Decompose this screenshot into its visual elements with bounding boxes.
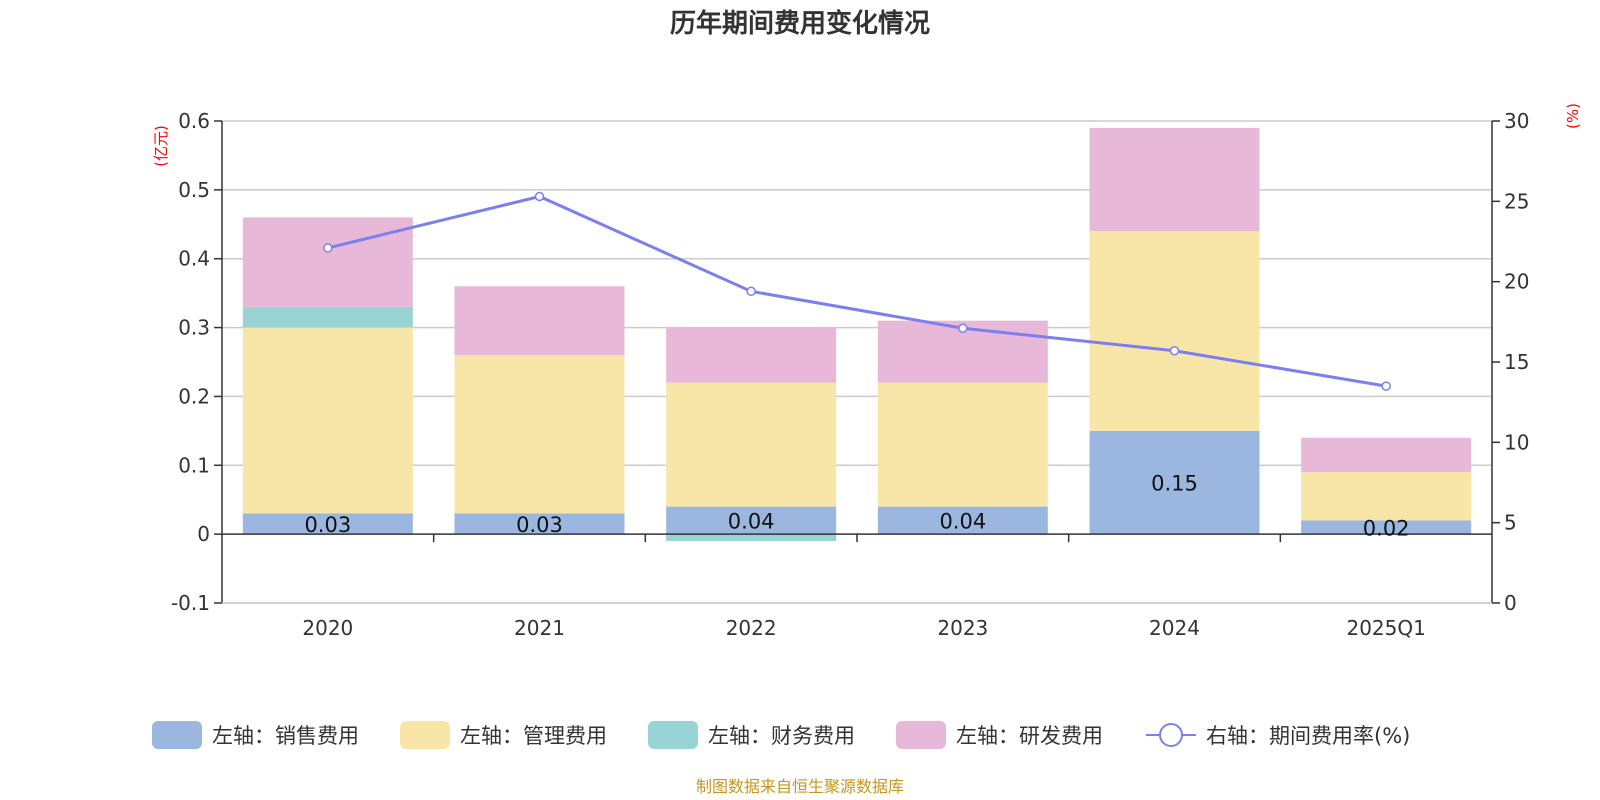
category-label: 2025Q1 bbox=[1346, 616, 1425, 640]
bar-segment bbox=[1089, 231, 1260, 431]
bar-segment bbox=[454, 355, 625, 514]
legend-label: 左轴：财务费用 bbox=[708, 724, 855, 748]
right-tick-label: 0 bbox=[1504, 591, 1517, 615]
left-tick-label: 0.5 bbox=[178, 178, 210, 202]
left-tick-label: -0.1 bbox=[171, 591, 210, 615]
left-tick-label: 0.6 bbox=[178, 109, 210, 133]
bar-segment bbox=[666, 327, 837, 383]
bar-segment bbox=[454, 286, 625, 356]
bar-segment bbox=[242, 327, 413, 514]
bar-data-label: 0.02 bbox=[1363, 516, 1410, 540]
right-tick-label: 25 bbox=[1504, 189, 1529, 213]
category-label: 2020 bbox=[302, 616, 353, 640]
bar-segment bbox=[1301, 437, 1472, 473]
category-label: 2021 bbox=[514, 616, 565, 640]
left-tick-label: 0.1 bbox=[178, 453, 210, 477]
left-tick-label: 0.3 bbox=[178, 316, 210, 340]
legend: 左轴：销售费用 左轴：管理费用 左轴：财务费用 左轴：研发费用 右轴：期间费用率(%) bbox=[152, 721, 1410, 749]
bar-data-label: 0.03 bbox=[516, 513, 563, 537]
bar-segment bbox=[1089, 127, 1260, 232]
legend-label: 左轴：研发费用 bbox=[956, 724, 1103, 748]
legend-label: 右轴：期间费用率(%) bbox=[1206, 724, 1410, 748]
legend-label: 左轴：销售费用 bbox=[212, 724, 359, 748]
right-tick-label: 20 bbox=[1504, 270, 1529, 294]
rate-point bbox=[1169, 346, 1180, 356]
rate-point bbox=[323, 243, 333, 253]
legend-swatch bbox=[648, 721, 698, 749]
rate-point bbox=[958, 323, 968, 334]
rate-point bbox=[1381, 381, 1391, 391]
bar-segment bbox=[242, 306, 413, 328]
bar-segment bbox=[242, 513, 413, 535]
bar-data-label: 0.04 bbox=[939, 509, 986, 533]
right-tick-label: 10 bbox=[1504, 430, 1529, 454]
right-tick-label: 15 bbox=[1504, 350, 1529, 374]
right-axis-unit: (%) bbox=[1564, 103, 1582, 129]
category-label: 2022 bbox=[726, 616, 777, 640]
rate-point bbox=[746, 286, 756, 297]
bar-segment bbox=[1301, 472, 1472, 521]
left-axis-unit: (亿元) bbox=[152, 125, 170, 167]
bar-segment bbox=[666, 506, 837, 535]
bar-segment bbox=[666, 534, 837, 542]
bar-segment bbox=[1089, 430, 1260, 535]
axes: -0.1 0 0.1 0.2 0.3 0.4 0.5 0.6 0 5 10 15 20 25 30 2020 2… bbox=[171, 109, 1529, 640]
bar-data-label: 0.15 bbox=[1151, 472, 1198, 496]
source-note: 制图数据来自恒生聚源数据库 bbox=[696, 777, 904, 796]
grid bbox=[222, 120, 1492, 604]
rate-line-path bbox=[327, 194, 1387, 388]
legend-line-marker bbox=[1159, 723, 1183, 747]
legend-label: 左轴：管理费用 bbox=[460, 724, 607, 748]
bar-data-label: 0.03 bbox=[304, 513, 351, 537]
bars bbox=[242, 127, 1472, 542]
left-tick-label: 0.4 bbox=[178, 247, 210, 271]
bar-segment bbox=[1301, 520, 1472, 535]
bar-segment bbox=[666, 382, 837, 507]
left-tick-label: 0 bbox=[197, 522, 210, 546]
category-label: 2024 bbox=[1149, 616, 1200, 640]
chart-title: 历年期间费用变化情况 bbox=[670, 8, 930, 39]
legend-swatch bbox=[152, 721, 202, 749]
right-tick-label: 30 bbox=[1504, 109, 1529, 133]
right-tick-label: 5 bbox=[1504, 511, 1517, 535]
category-label: 2023 bbox=[937, 616, 988, 640]
legend-swatch bbox=[400, 721, 450, 749]
left-tick-label: 0.2 bbox=[178, 384, 210, 408]
rate-point bbox=[534, 191, 545, 202]
bar-segment bbox=[454, 513, 625, 535]
data-labels: 0.03 0.03 0.04 0.04 0.15 0.02 bbox=[304, 472, 1409, 541]
bar-segment bbox=[877, 506, 1048, 535]
bar-data-label: 0.04 bbox=[728, 509, 775, 533]
rate-line bbox=[323, 191, 1391, 391]
legend-swatch bbox=[896, 721, 946, 749]
bar-segment bbox=[242, 217, 413, 307]
bar-segment bbox=[877, 382, 1048, 507]
